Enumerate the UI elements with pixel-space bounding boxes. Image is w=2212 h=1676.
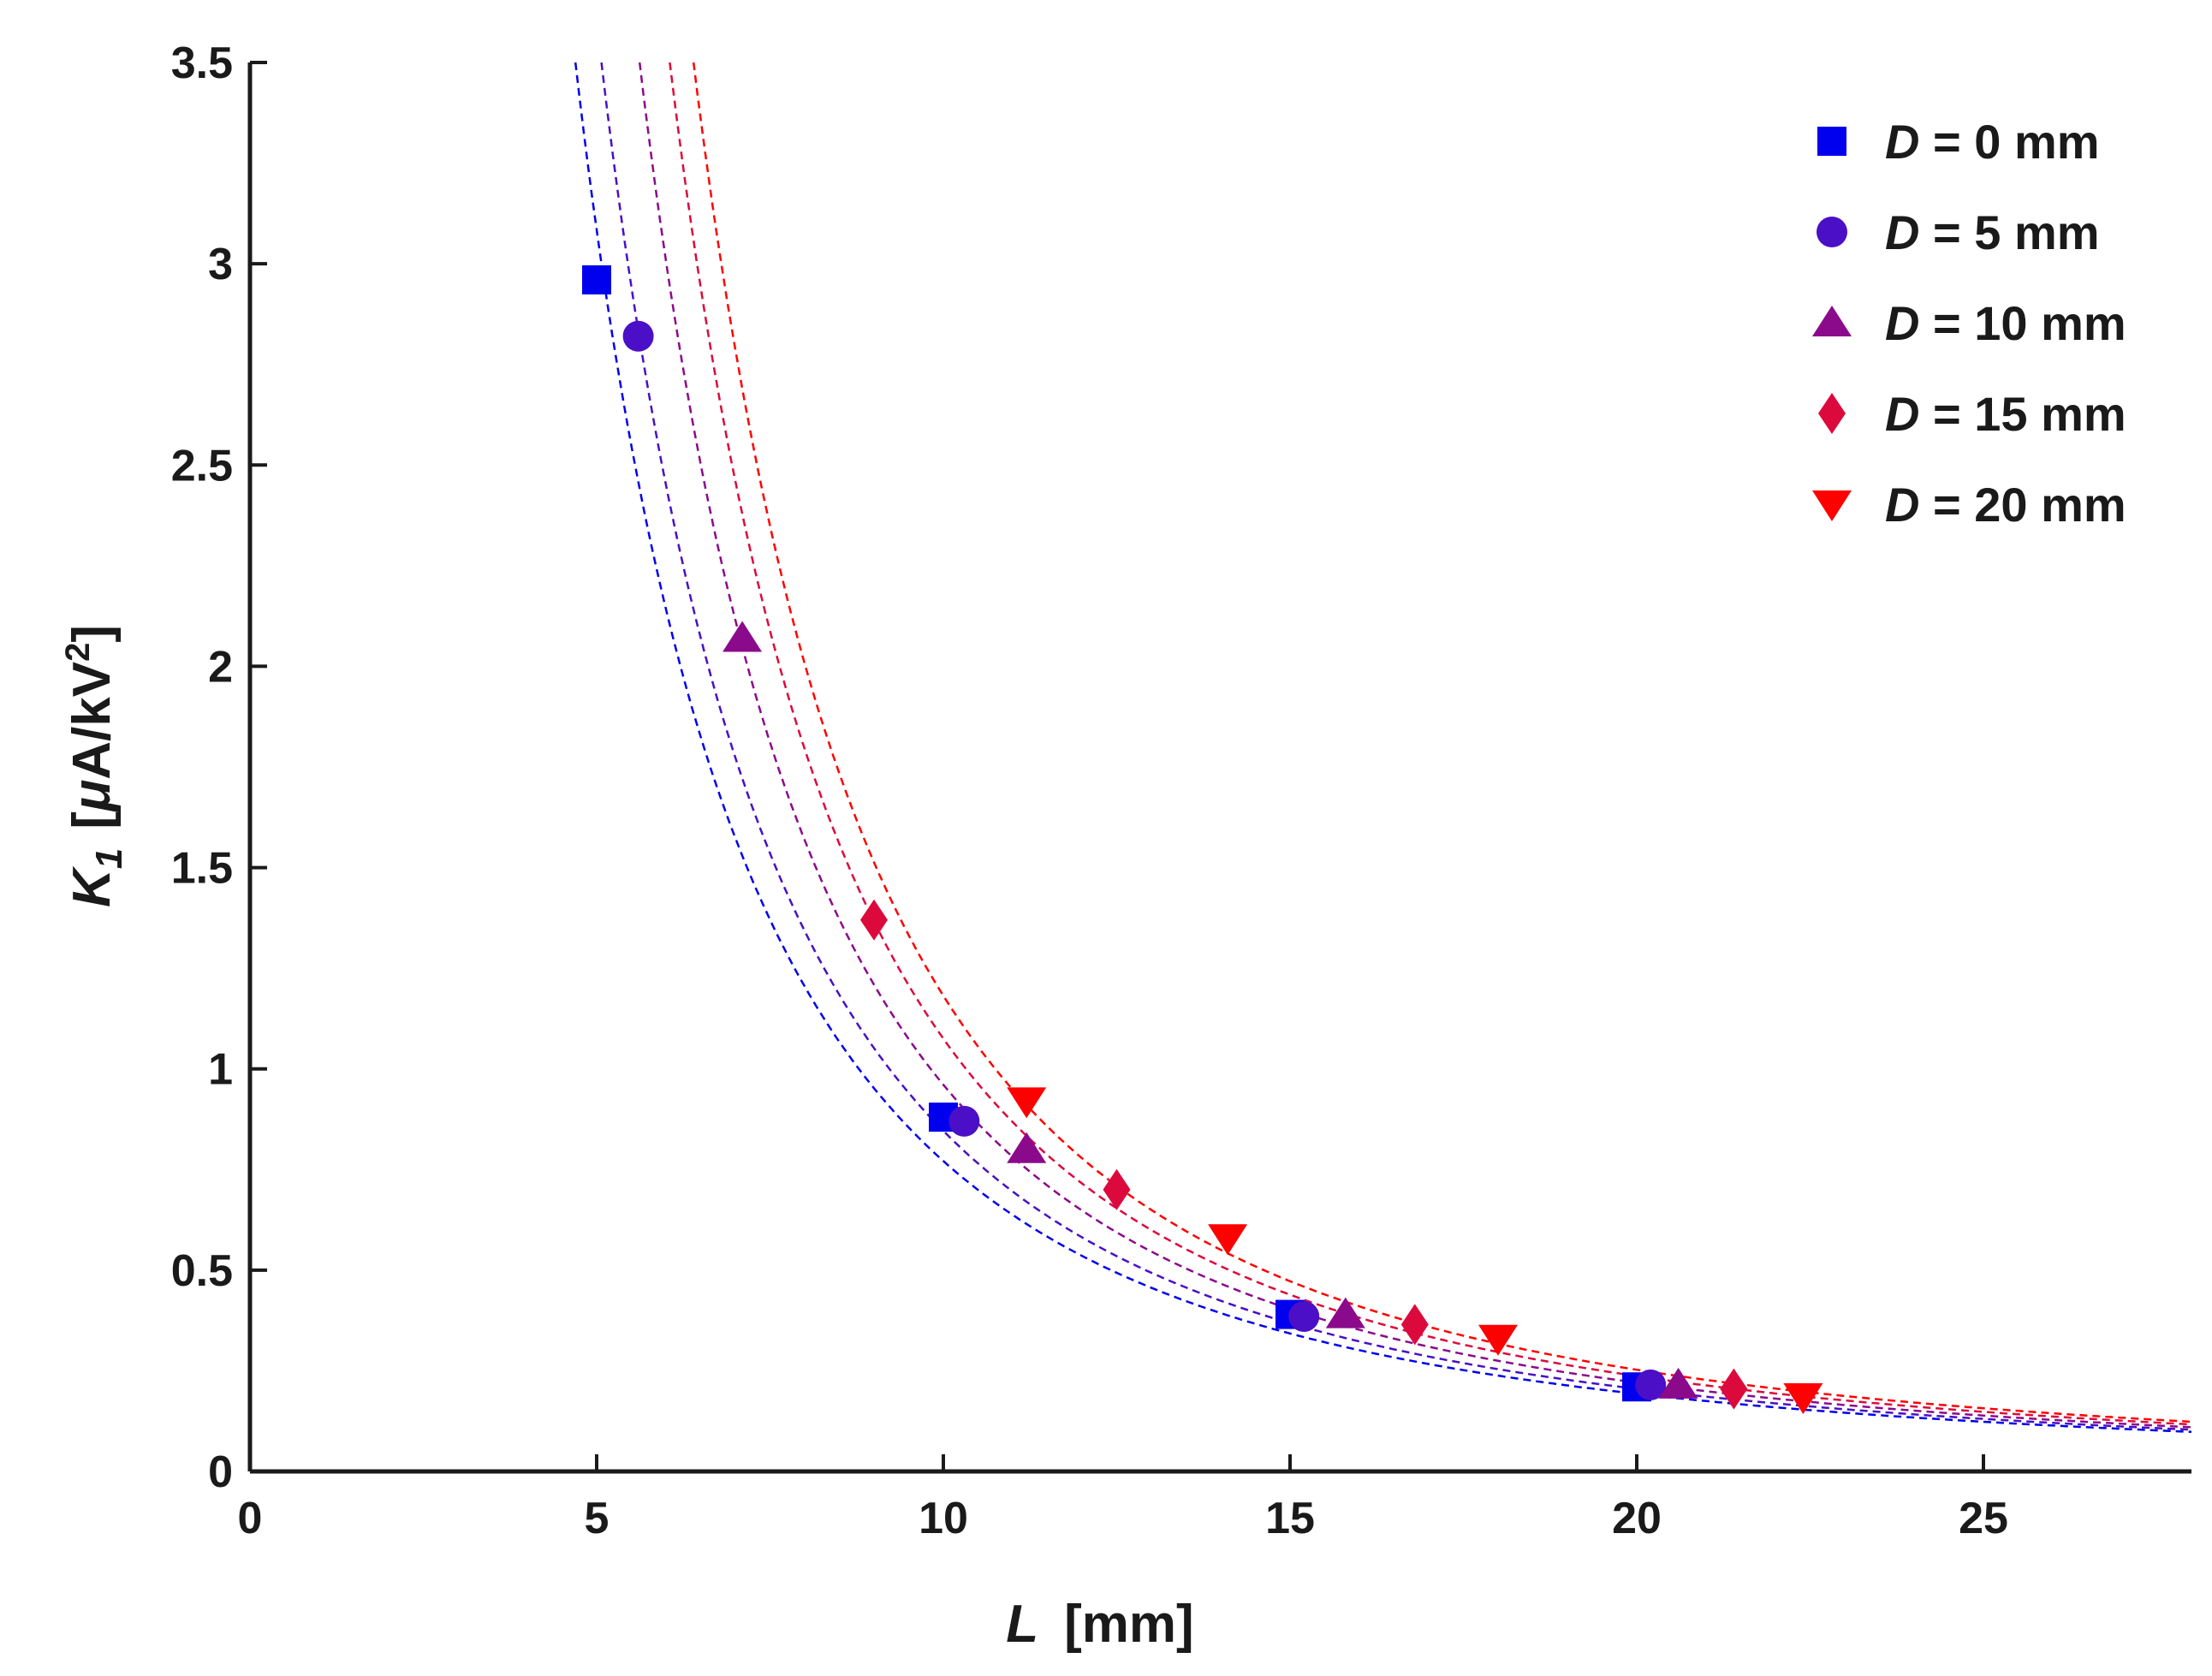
legend-label: D = 10 mm [1885, 296, 2126, 350]
series-triangle-down [1007, 1087, 1823, 1414]
legend-item: D = 15 mm [1818, 387, 2126, 441]
x-axis-variable: L [1006, 1595, 1038, 1654]
y-tick-label: 3.5 [171, 39, 233, 88]
data-point [1208, 1224, 1248, 1256]
legend-variable: D [1885, 115, 1919, 169]
legend-label: D = 20 mm [1885, 478, 2126, 532]
legend-label: D = 15 mm [1885, 387, 2126, 441]
legend-marker [1817, 217, 1847, 247]
data-point [1478, 1324, 1518, 1356]
x-axis-unit: [mm] [1064, 1595, 1194, 1654]
legend-value: = 10 mm [1919, 296, 2126, 350]
data-point [1720, 1368, 1748, 1410]
x-tick-label: 10 [919, 1494, 968, 1543]
y-axis-unit-superscript: 2 [59, 643, 97, 662]
fit-curve [600, 62, 2192, 1431]
data-point [1325, 1297, 1365, 1328]
fit-curve [669, 62, 2192, 1426]
legend-item: D = 20 mm [1812, 478, 2126, 532]
legend-marker [1812, 306, 1852, 336]
series-square [582, 264, 1651, 1402]
data-point [1288, 1300, 1320, 1332]
y-tick-label: 2.5 [171, 441, 233, 490]
x-tick-label: 5 [585, 1494, 609, 1543]
y-axis-unit-open: [ [62, 811, 122, 829]
fit-curve [692, 62, 2192, 1423]
axes [247, 62, 2191, 1474]
data-point [582, 264, 611, 294]
y-tick-label: 1.5 [171, 844, 233, 894]
y-axis-unit-mu: μ [62, 780, 122, 813]
legend-variable: D [1885, 296, 1919, 350]
legend-label: D = 0 mm [1885, 115, 2100, 169]
series-diamond [860, 899, 1748, 1410]
legend-marker [1812, 490, 1852, 521]
y-axis-subscript: 1 [88, 848, 130, 869]
y-axis-unit-close: ] [62, 625, 122, 643]
legend-item: D = 0 mm [1817, 115, 2100, 169]
legend-marker [1818, 393, 1846, 434]
y-tick-label: 0.5 [171, 1246, 233, 1296]
y-tick-label: 3 [208, 240, 233, 289]
x-axis-title: L [mm] [1006, 1595, 1193, 1654]
data-point [1635, 1369, 1667, 1400]
x-tick-label: 0 [238, 1494, 263, 1543]
data-point [1007, 1132, 1047, 1163]
legend-item: D = 10 mm [1812, 296, 2126, 350]
legend-item: D = 5 mm [1817, 205, 2100, 259]
data-point [1007, 1087, 1047, 1119]
x-tick-label: 15 [1265, 1494, 1315, 1543]
y-tick-label: 2 [208, 642, 233, 692]
legend-value: = 20 mm [1919, 478, 2126, 532]
y-tick-label: 1 [208, 1045, 233, 1095]
y-axis-variable: K [62, 865, 122, 907]
legend-label: D = 5 mm [1885, 205, 2100, 259]
series-triangle-up [722, 621, 1698, 1399]
series-circle [622, 320, 1667, 1400]
legend-value: = 0 mm [1919, 115, 2099, 169]
legend-value: = 5 mm [1919, 205, 2099, 259]
y-tick-label: 0 [208, 1447, 233, 1497]
y-axis-unit-main: A/kV [62, 662, 122, 780]
data-point [1400, 1304, 1429, 1346]
data-point [622, 320, 654, 352]
data-point [1103, 1168, 1131, 1210]
data-point [722, 621, 763, 652]
legend: D = 0 mmD = 5 mmD = 10 mmD = 15 mmD = 20… [1812, 115, 2126, 532]
ticks: 0 5 10 15 20 25 0 0.5 1 1.5 2 2.5 3 3.5 [171, 39, 2008, 1543]
legend-variable: D [1885, 205, 1919, 259]
x-tick-label: 20 [1612, 1494, 1662, 1543]
data-point [1783, 1382, 1823, 1414]
data-markers [582, 264, 1823, 1414]
data-point [860, 899, 888, 941]
fit-curves [574, 62, 2192, 1434]
legend-value: = 15 mm [1919, 387, 2126, 441]
legend-variable: D [1885, 478, 1919, 532]
fit-curve [574, 62, 2192, 1434]
fit-curve [638, 62, 2192, 1429]
data-point [1658, 1367, 1698, 1399]
x-tick-label: 25 [1959, 1494, 2008, 1543]
legend-variable: D [1885, 387, 1919, 441]
data-point [948, 1105, 980, 1137]
legend-marker [1817, 127, 1846, 156]
y-axis-title: K1 [μA/kV2] [59, 625, 130, 907]
